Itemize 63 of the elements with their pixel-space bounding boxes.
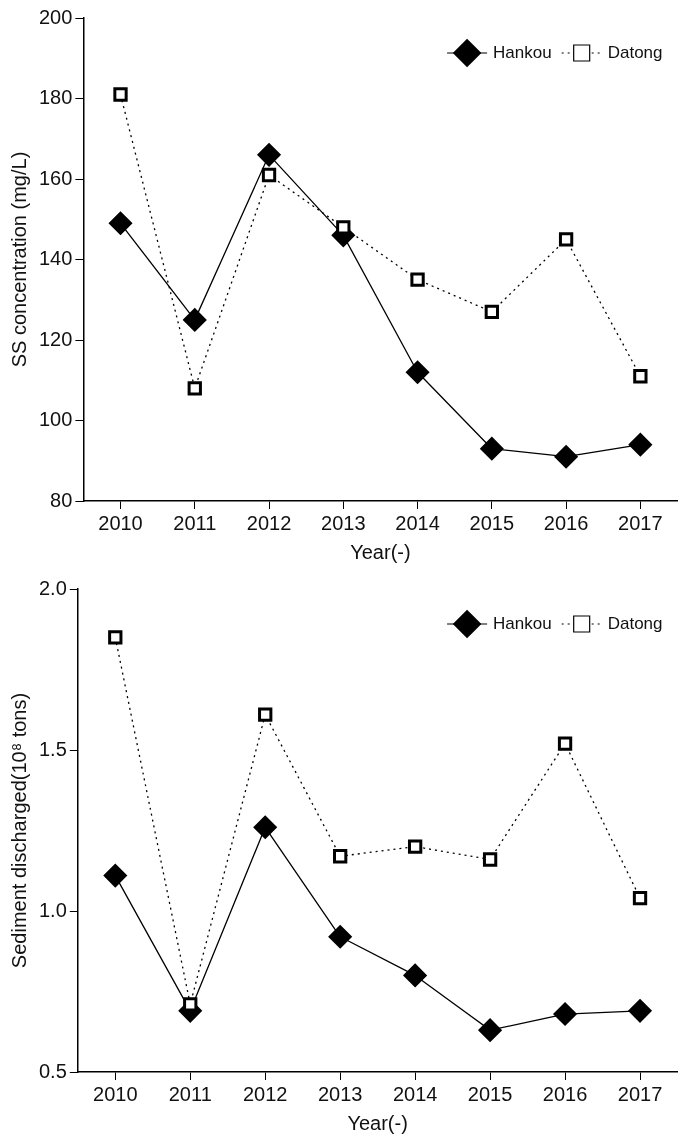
x-tick-label: 2014 bbox=[392, 1082, 438, 1105]
legend-label: Hankou bbox=[493, 613, 552, 633]
point bbox=[333, 849, 348, 864]
point bbox=[628, 999, 652, 1023]
x-tick-label: 2014 bbox=[395, 511, 440, 534]
point bbox=[628, 432, 653, 457]
x-tick-label: 2012 bbox=[242, 1082, 288, 1105]
x-tick-label: 2015 bbox=[467, 1082, 513, 1105]
point bbox=[108, 211, 133, 236]
point bbox=[553, 1002, 577, 1026]
point bbox=[187, 381, 202, 396]
x-tick-label: 2011 bbox=[168, 1082, 212, 1105]
x-axis-title: Year(-) bbox=[347, 1111, 408, 1134]
point bbox=[484, 304, 499, 319]
point bbox=[103, 863, 128, 888]
x-tick-label: 2010 bbox=[93, 1082, 138, 1105]
y-axis-title: SS concentration (mg/L) bbox=[7, 151, 30, 368]
x-tick-label: 2010 bbox=[98, 511, 143, 534]
point bbox=[328, 925, 352, 949]
x-tick-label: 2011 bbox=[173, 511, 217, 534]
y-tick-label: 2.0 bbox=[38, 576, 67, 599]
y-tick-label: 1.0 bbox=[38, 898, 67, 921]
y-tick-label: 180 bbox=[38, 86, 73, 109]
x-tick-label: 2016 bbox=[543, 511, 589, 534]
point bbox=[557, 736, 573, 751]
point bbox=[410, 272, 425, 287]
x-tick-label: 2013 bbox=[321, 511, 366, 534]
x-tick-label: 2016 bbox=[542, 1082, 588, 1105]
point bbox=[257, 143, 281, 167]
point bbox=[183, 308, 207, 332]
point bbox=[403, 963, 427, 988]
x-axis-title: Year(-) bbox=[350, 540, 411, 563]
y-tick-label: 80 bbox=[50, 488, 73, 511]
x-tick-label: 2017 bbox=[617, 1082, 663, 1105]
legend-label: Hankou bbox=[493, 42, 552, 62]
point bbox=[258, 707, 273, 722]
point bbox=[261, 167, 277, 183]
x-tick-label: 2015 bbox=[469, 511, 515, 534]
y-tick-label: 0.5 bbox=[38, 1059, 67, 1082]
legend-label: Datong bbox=[607, 42, 663, 62]
point bbox=[113, 87, 128, 102]
point bbox=[633, 369, 648, 384]
y-tick-label: 1.5 bbox=[38, 737, 67, 760]
point bbox=[480, 436, 504, 461]
y-tick-label: 120 bbox=[38, 327, 73, 350]
x-tick-label: 2013 bbox=[317, 1082, 363, 1105]
point bbox=[482, 852, 498, 867]
point bbox=[558, 232, 574, 247]
point bbox=[253, 815, 277, 840]
y-axis-title: Sediment discharged(10⁸ tons) bbox=[7, 692, 30, 969]
point bbox=[405, 360, 430, 384]
y-tick-label: 140 bbox=[38, 247, 73, 270]
point bbox=[632, 890, 648, 906]
legend-label: Datong bbox=[607, 613, 663, 633]
y-tick-label: 200 bbox=[38, 5, 73, 28]
point bbox=[108, 630, 123, 645]
point bbox=[554, 444, 578, 469]
x-tick-label: 2017 bbox=[618, 511, 663, 534]
x-tick-label: 2012 bbox=[246, 511, 292, 534]
y-tick-label: 160 bbox=[38, 166, 73, 189]
point bbox=[407, 839, 423, 854]
point bbox=[478, 1018, 502, 1042]
y-tick-label: 100 bbox=[38, 408, 73, 431]
